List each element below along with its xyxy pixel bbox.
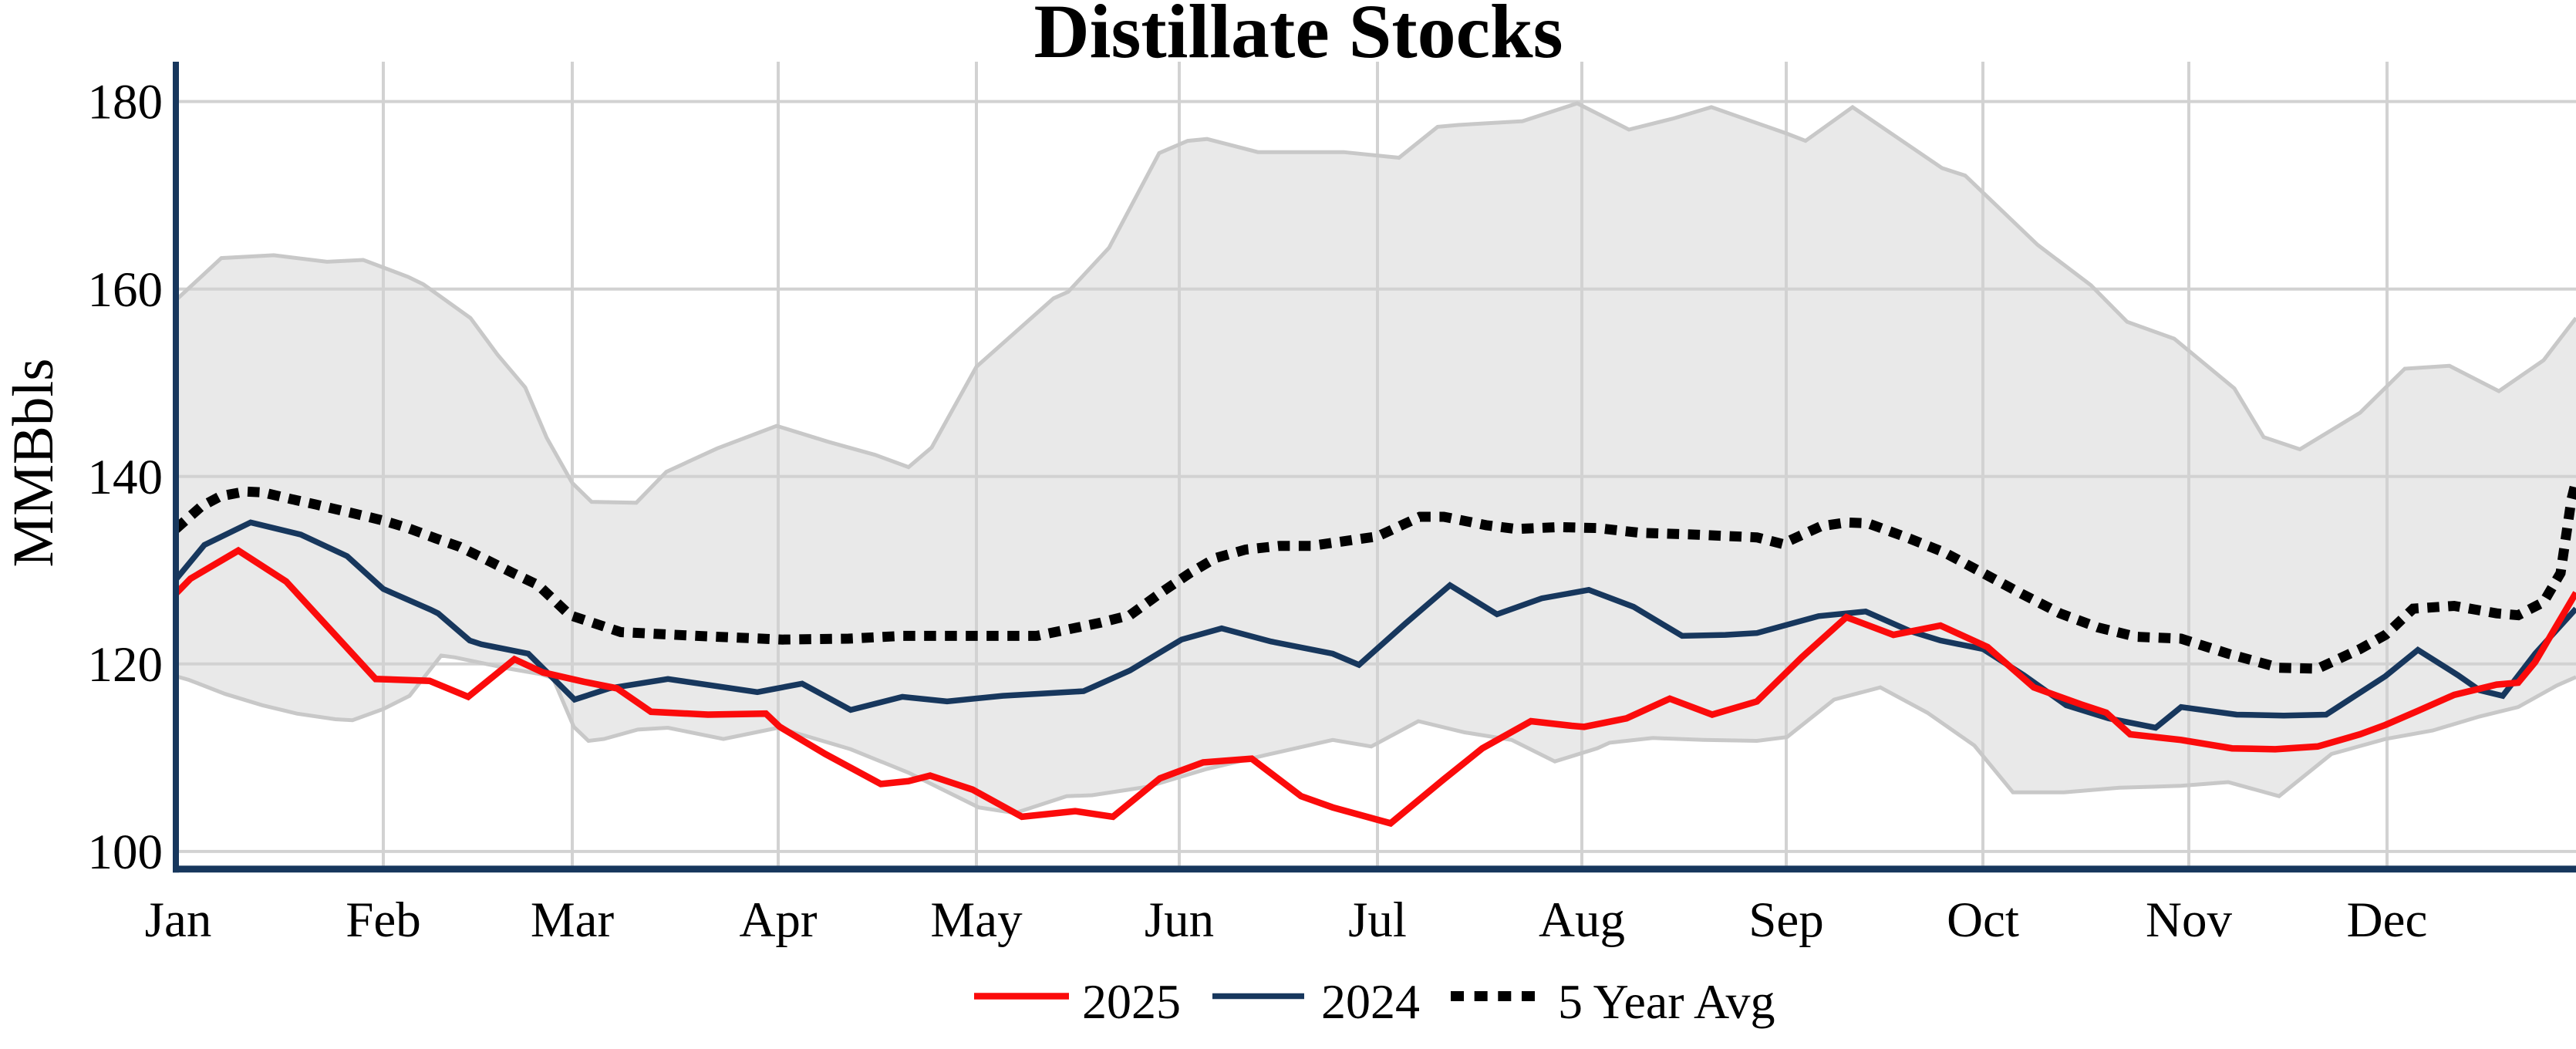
svg-text:Jun: Jun	[1145, 892, 1214, 948]
svg-text:Jul: Jul	[1348, 892, 1407, 948]
svg-text:Apr: Apr	[739, 892, 817, 948]
svg-text:Mar: Mar	[531, 892, 615, 948]
svg-text:120: 120	[88, 637, 164, 693]
svg-text:Feb: Feb	[346, 892, 421, 948]
svg-text:2024: 2024	[1321, 974, 1420, 1029]
svg-text:Nov: Nov	[2146, 892, 2232, 948]
svg-text:May: May	[930, 892, 1023, 948]
svg-text:100: 100	[88, 825, 164, 880]
svg-text:MMBbls: MMBbls	[2, 359, 66, 568]
svg-text:180: 180	[88, 75, 164, 130]
svg-text:140: 140	[88, 450, 164, 505]
svg-text:Oct: Oct	[1947, 892, 2019, 948]
svg-text:Distillate Stocks: Distillate Stocks	[1033, 0, 1563, 74]
svg-text:Aug: Aug	[1539, 892, 1625, 948]
svg-text:160: 160	[88, 262, 164, 318]
svg-text:Sep: Sep	[1748, 892, 1824, 948]
svg-text:Dec: Dec	[2347, 892, 2428, 948]
svg-text:2025: 2025	[1082, 974, 1181, 1029]
svg-text:5 Year Avg: 5 Year Avg	[1558, 974, 1775, 1029]
svg-text:Jan: Jan	[145, 892, 212, 948]
